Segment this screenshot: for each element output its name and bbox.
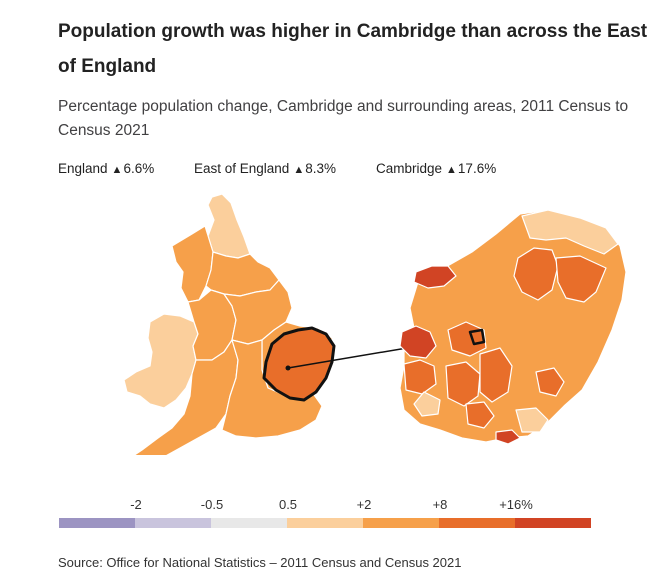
legend-swatch bbox=[363, 518, 439, 528]
headline-england: England ▲6.6% bbox=[58, 161, 154, 176]
legend-label: +8 bbox=[432, 497, 448, 512]
region-south-east[interactable] bbox=[221, 339, 323, 439]
region-north-west[interactable] bbox=[171, 225, 214, 303]
chart-title: Population growth was higher in Cambridg… bbox=[58, 21, 648, 77]
headline-england-area: England bbox=[58, 161, 108, 176]
headline-east-value: 8.3% bbox=[305, 161, 336, 176]
legend-swatch bbox=[439, 518, 515, 528]
legend-swatch bbox=[59, 518, 135, 528]
district-hertfordshire-west[interactable] bbox=[403, 359, 437, 395]
district-ipswich-area[interactable] bbox=[535, 367, 565, 397]
headline-cambridge-value: 17.6% bbox=[457, 161, 497, 176]
district-southend[interactable] bbox=[495, 429, 521, 445]
cambridgeshire-outline[interactable] bbox=[262, 326, 336, 402]
district-west-suffolk[interactable] bbox=[413, 391, 441, 417]
legend-label: +16% bbox=[499, 497, 533, 512]
district-norwich-area[interactable] bbox=[555, 255, 607, 303]
legend-swatch bbox=[135, 518, 211, 528]
district-peterborough-north[interactable] bbox=[413, 265, 457, 289]
legend-label: -0.5 bbox=[200, 497, 224, 512]
region-wales[interactable] bbox=[123, 313, 199, 409]
headline-cambridge: Cambridge ▲17.6% bbox=[376, 161, 496, 176]
region-north-east[interactable] bbox=[207, 193, 251, 259]
region-yorkshire[interactable] bbox=[205, 251, 280, 297]
district-north-norfolk[interactable] bbox=[521, 209, 619, 255]
legend-swatch bbox=[515, 518, 591, 528]
district-breckland[interactable] bbox=[513, 247, 559, 301]
headline-east-area: East of England bbox=[194, 161, 290, 176]
up-triangle-icon: ▲ bbox=[293, 164, 305, 176]
district-colchester-area[interactable] bbox=[515, 407, 549, 433]
legend-swatch bbox=[211, 518, 287, 528]
legend-swatch bbox=[287, 518, 363, 528]
headline-cambridge-area: Cambridge bbox=[376, 161, 443, 176]
england-wales-map bbox=[123, 193, 336, 455]
district-hertfordshire-east[interactable] bbox=[445, 361, 481, 407]
choropleth-map bbox=[123, 193, 627, 455]
source-note: Source: Office for National Statistics –… bbox=[58, 555, 462, 570]
up-triangle-icon: ▲ bbox=[446, 164, 457, 176]
headline-england-value: 6.6% bbox=[123, 161, 155, 176]
legend-label: 0.5 bbox=[278, 497, 298, 512]
up-triangle-icon: ▲ bbox=[111, 164, 123, 176]
chart-subtitle: Percentage population change, Cambridge … bbox=[58, 98, 629, 139]
district-bedford-west[interactable] bbox=[399, 325, 437, 359]
legend-label: -2 bbox=[130, 497, 142, 512]
headline-east-of-england: East of England ▲8.3% bbox=[194, 161, 336, 176]
district-basildon[interactable] bbox=[465, 401, 495, 429]
east-of-england-detail-map bbox=[399, 209, 627, 445]
legend-label: +2 bbox=[356, 497, 372, 512]
cambridge-district[interactable] bbox=[468, 328, 486, 346]
district-chelmsford[interactable] bbox=[479, 347, 513, 403]
